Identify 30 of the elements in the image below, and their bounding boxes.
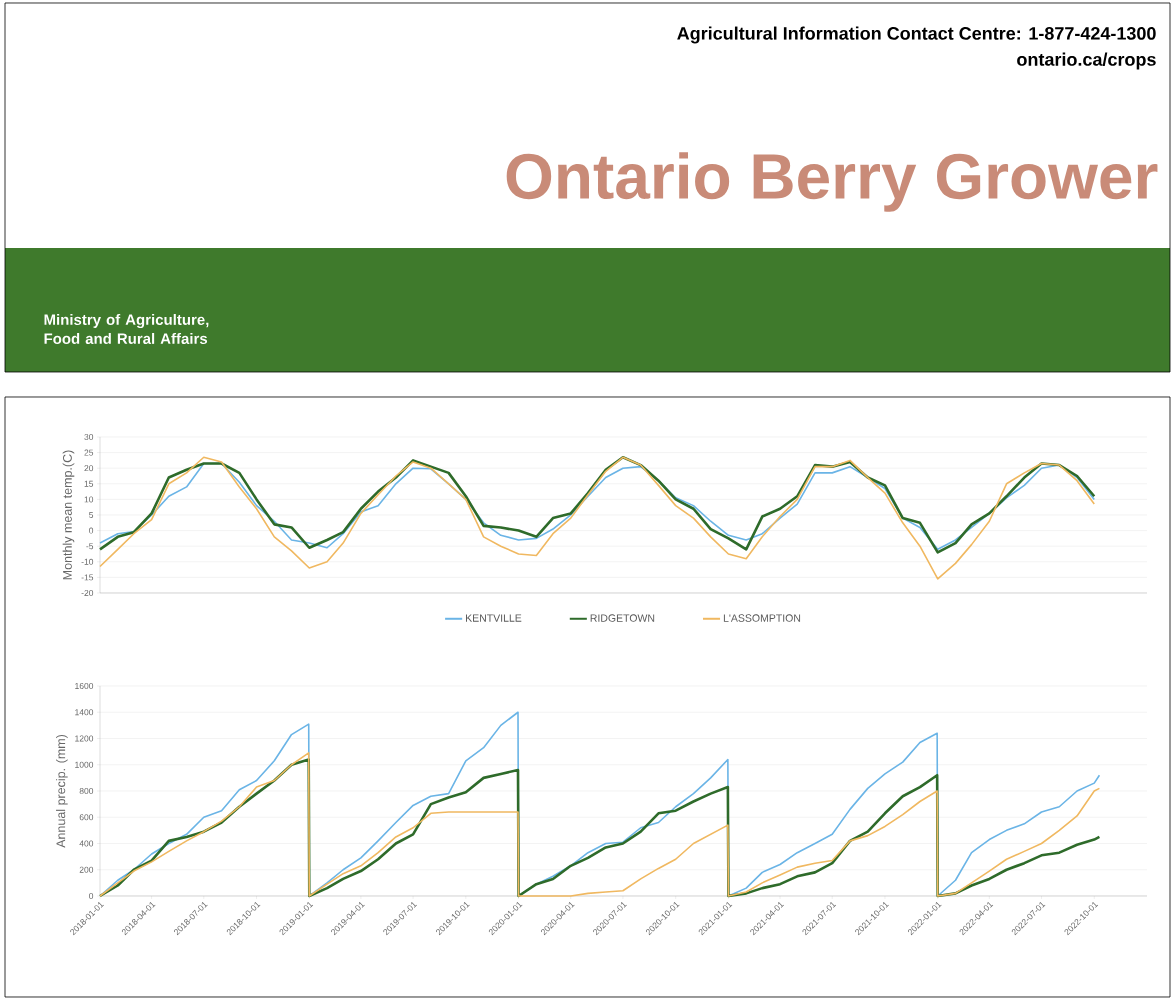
y-tick-label: 0 [89, 527, 94, 534]
y-tick-label: 1000 [75, 761, 94, 768]
y-tick-label: 1600 [75, 682, 94, 689]
text: ontario.ca/crops [1017, 52, 1156, 70]
text: Agricultural Information Contact Centre: 1-877-424-1300 [677, 26, 1156, 44]
chart-title: Ontario Berry Grower [506, 152, 1158, 212]
y-tick-label: -20 [81, 589, 94, 596]
y-axis-title: Monthly mean temp.(C) [62, 450, 75, 580]
y-tick-label: 200 [79, 866, 94, 873]
y-tick-label: 20 [84, 465, 94, 472]
y-tick-label: 10 [84, 496, 94, 503]
y-tick-label: 25 [84, 449, 94, 456]
y-tick-label: -15 [81, 574, 94, 581]
y-tick-label: 400 [79, 840, 94, 847]
y-tick-label: 800 [79, 787, 94, 794]
text: Ministry of Agriculture, Food and Rural Affairs [44, 313, 209, 344]
y-tick-label: -10 [81, 558, 94, 565]
line-series [99, 456, 1096, 580]
y-tick-label: 5 [89, 512, 94, 518]
legend-label: KENTVILLE [466, 614, 522, 622]
y-axis-title: Annual precip. (mm) [56, 734, 68, 848]
y-tick-label: 1400 [75, 709, 94, 716]
y-tick-label: 1200 [75, 735, 94, 742]
y-tick-label: 600 [79, 814, 94, 821]
y-tick-label: 0 [89, 893, 94, 899]
y-tick-label: -5 [86, 543, 94, 550]
legend-label: L'ASSOMPTION [723, 614, 801, 622]
y-tick-label: 30 [84, 433, 94, 440]
y-tick-label: 15 [84, 480, 94, 487]
legend-label: RIDGETOWN [590, 614, 655, 622]
